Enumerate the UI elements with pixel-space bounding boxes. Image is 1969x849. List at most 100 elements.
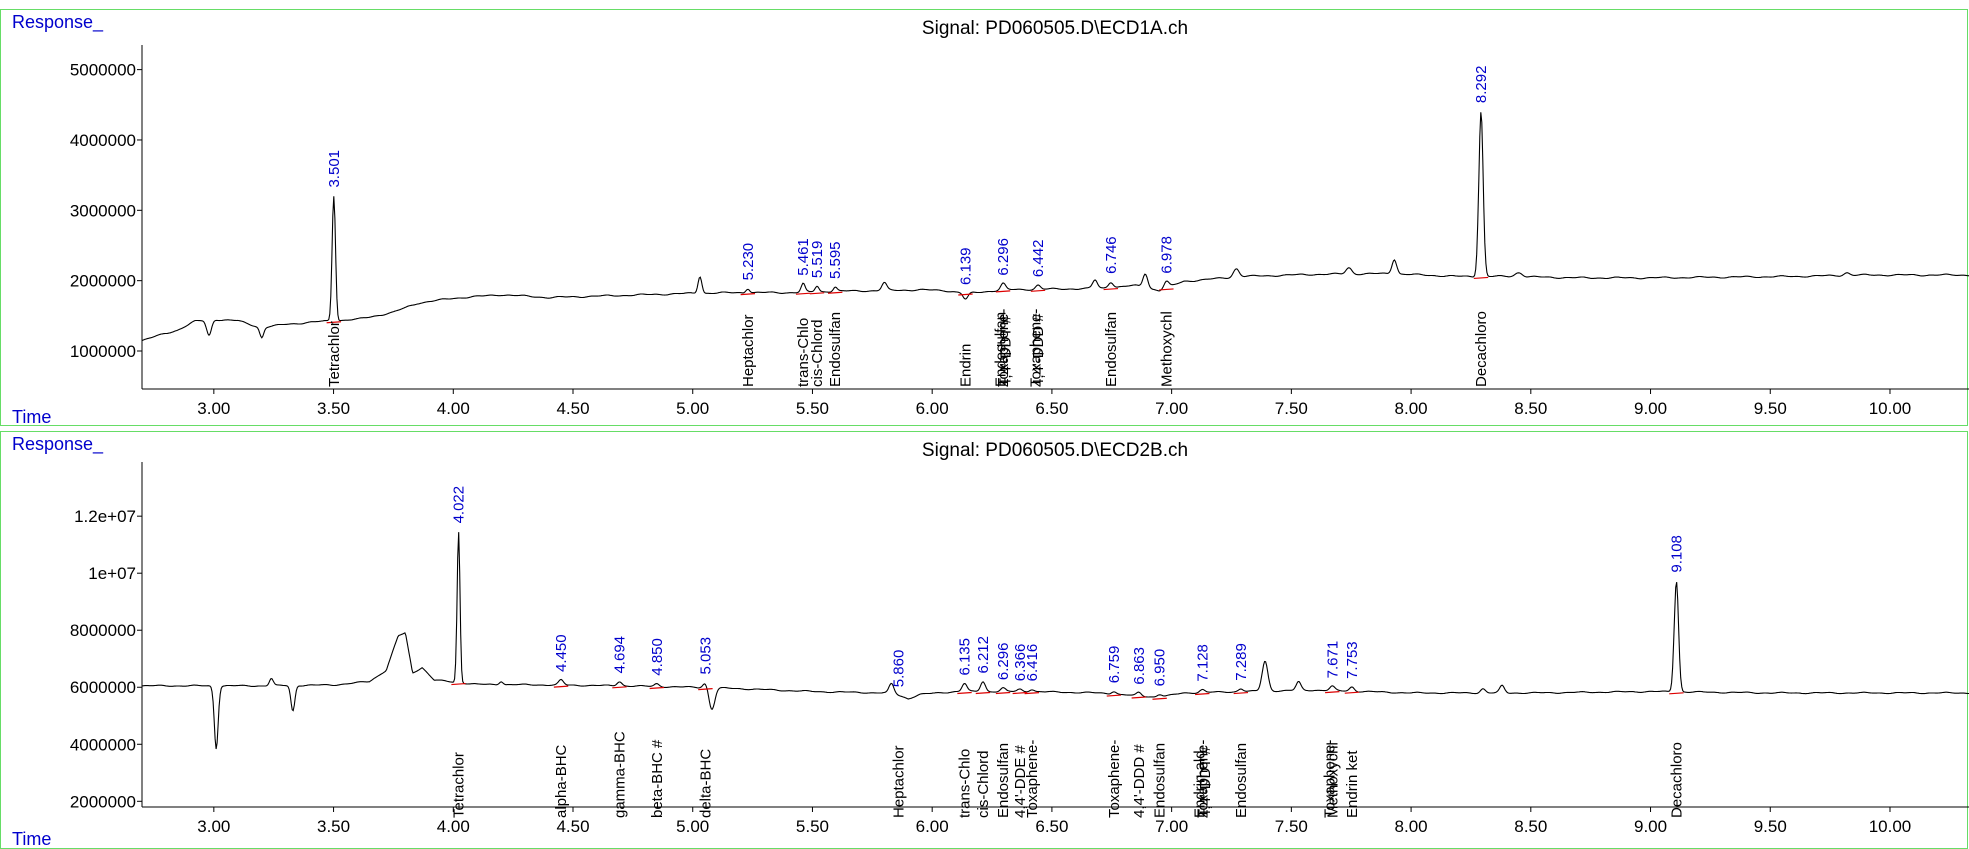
compound-label: Endosulfan [1233, 743, 1250, 818]
integration-baseline [957, 691, 972, 695]
integration-baseline [1030, 289, 1046, 292]
x-tick-label: 6.50 [1035, 399, 1068, 418]
x-tick-label: 7.50 [1275, 399, 1308, 418]
peak-retention-label: 6.416 [1024, 644, 1041, 682]
x-tick-label: 4.00 [437, 817, 470, 836]
x-axis-title: Time [12, 407, 51, 427]
chromatogram-panel-ecd2b: Response_ Time Signal: PD060505.D\ECD2B.ch… [0, 431, 1969, 849]
compound-label: Heptachlor [740, 314, 757, 387]
signal-trace [141, 112, 1969, 342]
compound-label: Tetrachlor [451, 752, 468, 818]
peak-retention-label: 4.022 [451, 486, 468, 524]
integration-baseline [612, 686, 627, 689]
peak-retention-label: 6.950 [1152, 649, 1169, 687]
x-tick-label: 10.00 [1869, 399, 1912, 418]
peak-retention-label: 4.850 [649, 638, 666, 676]
integration-baseline [975, 691, 991, 695]
integration-baseline [451, 682, 466, 686]
compound-label: Toxaphene- [1194, 740, 1211, 818]
x-tick-label: 5.00 [676, 817, 709, 836]
peak-retention-label: 6.212 [975, 636, 992, 674]
peak-retention-label: 6.296 [995, 643, 1012, 681]
x-tick-label: 3.00 [197, 399, 230, 418]
integration-baseline [649, 686, 665, 690]
integration-baseline [1152, 697, 1167, 700]
peak-retention-label: 7.753 [1344, 641, 1361, 679]
peak-retention-label: 6.978 [1158, 236, 1175, 274]
integration-baseline [1103, 287, 1119, 291]
y-tick-label: 6000000 [70, 678, 136, 697]
compound-label: Decachloro [1668, 742, 1685, 818]
peak-retention-label: 6.746 [1103, 236, 1120, 274]
y-tick-label: 4000000 [70, 131, 136, 150]
x-tick-label: 6.00 [916, 817, 949, 836]
integration-baseline [809, 292, 825, 295]
y-axis-title: Response_ [12, 434, 104, 455]
x-tick-label: 7.50 [1275, 817, 1308, 836]
compound-label: Endosulfan [995, 743, 1012, 818]
compound-label: alpha-BHC [553, 744, 570, 818]
y-axis-title: Response_ [12, 12, 104, 33]
peak-retention-label: 6.863 [1131, 647, 1148, 685]
chart-title: Signal: PD060505.D\ECD1A.ch [922, 18, 1188, 39]
compound-label: Toxaphene- [1024, 740, 1041, 818]
y-tick-label: 2000000 [70, 792, 136, 811]
x-tick-label: 4.50 [556, 817, 589, 836]
compound-label: Methoxychl [1324, 742, 1341, 818]
peak-retention-label: 5.230 [740, 243, 757, 281]
compound-label: delta-BHC [697, 749, 714, 818]
x-tick-label: 5.50 [796, 399, 829, 418]
compound-label: 4,4'-DDD # [1131, 744, 1148, 818]
integration-baseline [1473, 276, 1489, 280]
x-tick-label: 7.00 [1155, 817, 1188, 836]
x-tick-label: 9.00 [1634, 399, 1667, 418]
x-tick-label: 8.00 [1395, 399, 1428, 418]
peak-retention-label: 5.519 [809, 241, 826, 279]
y-tick-label: 8000000 [70, 621, 136, 640]
integration-baseline [1159, 288, 1174, 291]
compound-label: Endosulfan [992, 312, 1009, 387]
compound-label: 4,4'-DDE # [1012, 744, 1029, 818]
compound-label: Toxaphene- [1322, 740, 1339, 818]
peak-retention-label: 5.461 [795, 238, 812, 276]
peak-retention-label: 4.450 [553, 634, 570, 672]
compound-label: Endrin ald [1192, 750, 1209, 818]
chromatogram-panel-ecd1a: Response_ Time Signal: PD060505.D\ECD1A.ch… [0, 9, 1969, 427]
compound-label: Tetrachlor [326, 321, 343, 387]
x-tick-label: 3.00 [197, 817, 230, 836]
compound-label: beta-BHC # [649, 739, 666, 818]
x-tick-label: 4.00 [437, 399, 470, 418]
integration-baseline [1195, 692, 1210, 696]
y-tick-label: 4000000 [70, 735, 136, 754]
integration-baseline [1024, 692, 1040, 695]
x-tick-label: 5.00 [676, 399, 709, 418]
compound-label: 4,4'-DDD # [1030, 313, 1047, 387]
peak-retention-label: 8.292 [1473, 66, 1490, 104]
y-tick-label: 5000000 [70, 61, 136, 80]
integration-baseline [1131, 696, 1147, 699]
peak-retention-label: 7.671 [1324, 641, 1341, 679]
compound-label: 4,4'-DDT # [1197, 746, 1214, 818]
x-tick-label: 8.50 [1514, 399, 1547, 418]
integration-baseline [958, 293, 973, 296]
integration-baseline [740, 293, 756, 296]
integration-baseline [1344, 691, 1360, 694]
integration-baseline [995, 691, 1011, 695]
peak-retention-label: 6.366 [1012, 644, 1029, 682]
x-tick-label: 8.00 [1395, 817, 1428, 836]
compound-label: Endosulfan [1103, 312, 1120, 387]
compound-label: cis-Chlord [975, 750, 992, 818]
x-tick-label: 6.50 [1035, 817, 1068, 836]
y-tick-label: 2000000 [70, 272, 136, 291]
integration-baseline [995, 290, 1011, 293]
compound-label: Endosulfan [827, 312, 844, 387]
compound-label: gamma-BHC [611, 731, 628, 818]
compound-label: Toxaphene- [1106, 740, 1123, 818]
peak-retention-label: 6.442 [1030, 240, 1047, 278]
x-tick-label: 6.00 [916, 399, 949, 418]
integration-baseline [1106, 694, 1122, 697]
peak-retention-label: 7.128 [1194, 644, 1211, 682]
x-tick-label: 4.50 [556, 399, 589, 418]
peak-retention-label: 5.595 [827, 241, 844, 279]
compound-label: Endrin ket [1344, 750, 1361, 818]
